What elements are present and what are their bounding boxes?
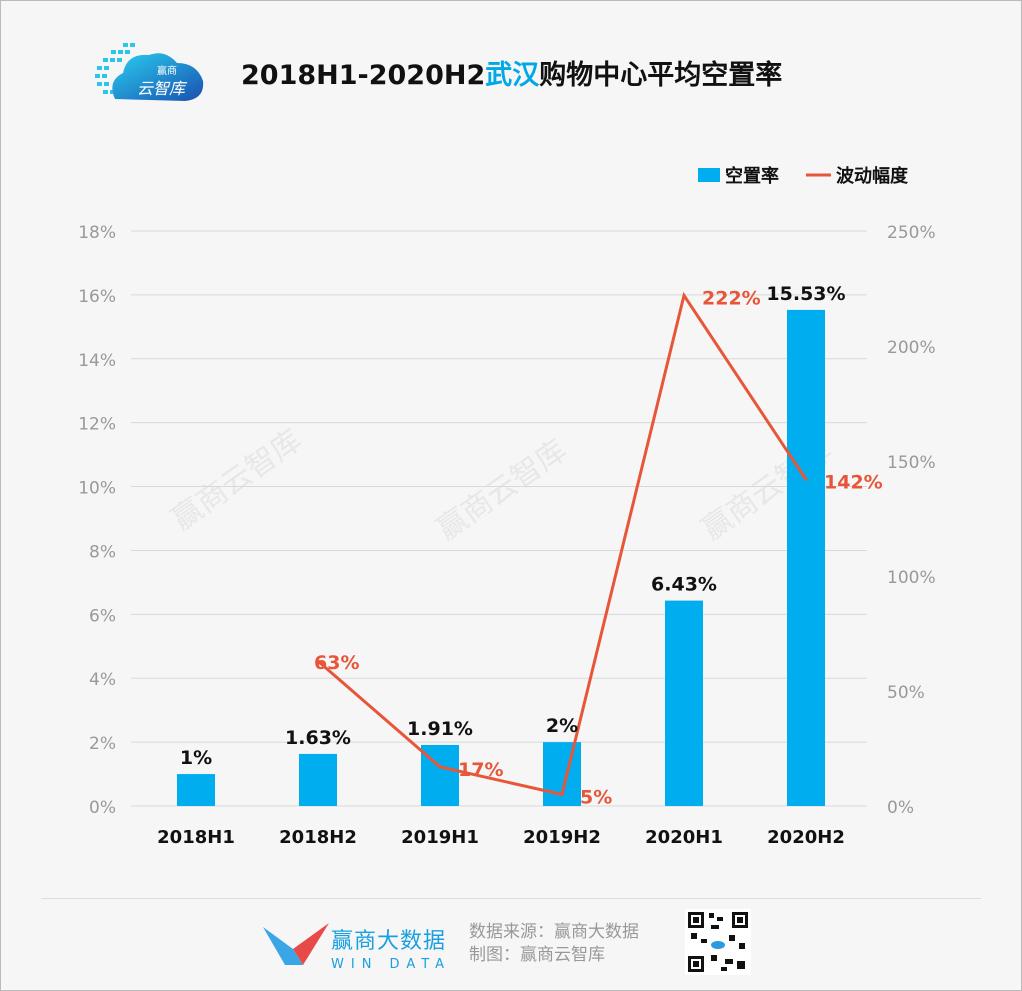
bar [177, 774, 215, 806]
left-axis-tick: 8% [89, 542, 116, 562]
bar-data-label: 2% [546, 715, 578, 737]
data-source: 数据来源：赢商大数据 [469, 922, 639, 942]
x-axis-tick: 2018H2 [279, 827, 357, 848]
left-axis-tick: 16% [78, 287, 116, 307]
left-axis-tick: 10% [78, 479, 116, 499]
title-prefix: 2018H1-2020H2 [241, 60, 486, 91]
right-axis-tick: 200% [887, 338, 936, 358]
x-axis-tick: 2019H2 [523, 827, 601, 848]
right-axis-tick: 50% [887, 683, 925, 703]
legend-label-bar: 空置率 [725, 165, 779, 187]
bar [299, 753, 337, 806]
bar [787, 309, 825, 806]
left-axis-tick: 12% [78, 415, 116, 435]
line-series [317, 291, 808, 797]
legend-swatch-bar [698, 168, 720, 182]
line-data-label: 142% [824, 471, 883, 493]
left-axis-tick: 14% [78, 351, 116, 371]
bar-data-label: 1% [180, 747, 212, 769]
bar [665, 600, 703, 806]
left-axis-tick: 6% [89, 606, 116, 626]
right-axis-tick: 150% [887, 453, 936, 473]
line-data-label: 5% [580, 787, 612, 809]
bar-data-label: 15.53% [766, 283, 845, 305]
logo-text-bottom: 云智库 [137, 79, 188, 98]
left-axis-tick: 18% [78, 223, 116, 243]
left-axis-tick: 4% [89, 670, 116, 690]
chart: 空置率 波动幅度 赢商云智库 赢商云智库 赢商云智库 0%2%4%6%8%10%… [78, 165, 936, 848]
footer-divider [41, 898, 981, 899]
bar [543, 742, 581, 806]
title-highlight: 武汉 [485, 60, 540, 91]
watermark: 赢商云智库 [166, 423, 309, 538]
left-axis-tick: 2% [89, 734, 116, 754]
bar-data-label: 6.43% [651, 574, 717, 596]
x-axis-tick: 2019H1 [401, 827, 479, 848]
right-axis-tick: 250% [887, 223, 936, 243]
brand-cn: 赢商大数据 [331, 929, 447, 954]
page-title: 2018H1-2020H2武汉购物中心平均空置率 [241, 53, 782, 92]
line-data-label: 17% [458, 759, 503, 781]
legend-label-line: 波动幅度 [836, 165, 909, 187]
x-axis-tick: 2018H1 [157, 827, 235, 848]
logo-text-top: 赢商 [157, 64, 177, 77]
x-axis-tick: 2020H2 [767, 827, 845, 848]
title-suffix: 购物中心平均空置率 [539, 60, 783, 91]
right-axis-tick: 0% [887, 798, 914, 818]
windata-logo-icon [263, 923, 329, 965]
line-data-label: 63% [314, 652, 359, 674]
x-axis-tick: 2020H1 [645, 827, 723, 848]
windata-brand: 赢商大数据 WIN DATA [331, 923, 451, 972]
right-axis-tick: 100% [887, 568, 936, 588]
source-note: 数据来源：赢商大数据 制图：赢商云智库 [469, 921, 639, 967]
bar-data-label: 1.91% [407, 718, 473, 740]
legend: 空置率 波动幅度 [698, 165, 909, 187]
watermark: 赢商云智库 [431, 433, 574, 548]
line-data-label: 222% [702, 287, 761, 309]
qr-code[interactable] [685, 909, 751, 975]
bar-data-label: 1.63% [285, 727, 351, 749]
made-by: 制图：赢商云智库 [469, 945, 605, 965]
yingshang-cloud-logo: 赢商 云智库 [95, 43, 204, 101]
left-axis-tick: 0% [89, 798, 116, 818]
brand-en: WIN DATA [331, 957, 452, 972]
